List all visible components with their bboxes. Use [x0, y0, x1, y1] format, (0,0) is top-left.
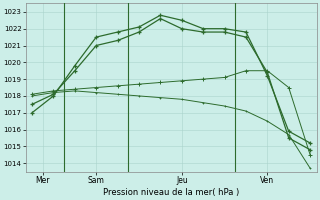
X-axis label: Pression niveau de la mer( hPa ): Pression niveau de la mer( hPa ) [103, 188, 239, 197]
